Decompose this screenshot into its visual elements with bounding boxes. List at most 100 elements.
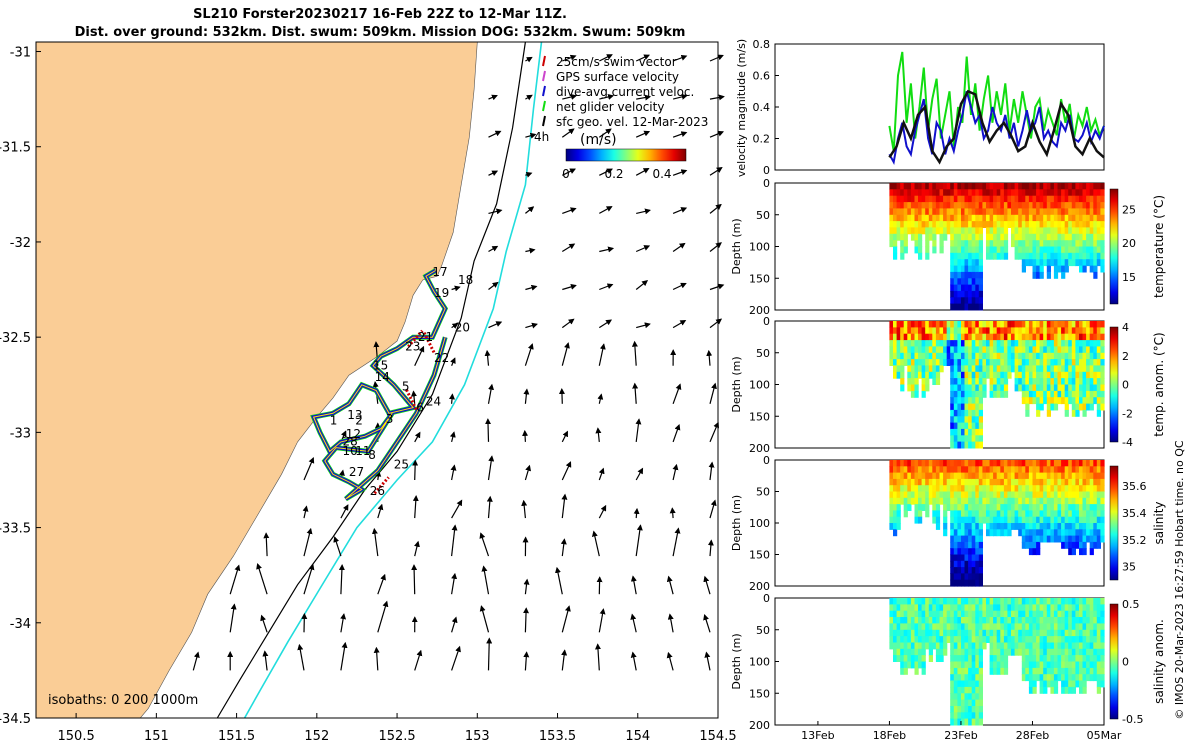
heatmap-cell	[975, 221, 980, 228]
heatmap-cell	[1053, 535, 1059, 543]
heatmap-cell	[968, 655, 973, 662]
heatmap-cell	[1089, 246, 1094, 254]
heatmap-cell	[993, 227, 998, 235]
heatmap-cell	[1043, 371, 1048, 379]
heatmap-cell	[1025, 259, 1030, 267]
heatmap-cell	[993, 390, 998, 398]
heatmap-cell	[975, 265, 980, 273]
heatmap-cell	[907, 598, 912, 605]
heatmap-cell	[968, 642, 973, 650]
heatmap-cell	[946, 629, 951, 637]
heatmap-cell	[943, 510, 948, 518]
heatmap-cell	[957, 441, 962, 449]
heatmap-cell	[935, 460, 941, 467]
heatmap-cell	[1046, 504, 1051, 511]
heatmap-cell	[1075, 623, 1080, 631]
heatmap-cell	[1053, 246, 1059, 254]
heatmap-cell	[996, 252, 1001, 260]
heatmap-cell	[986, 485, 991, 493]
heatmap-cell	[1014, 371, 1019, 379]
heatmap-cell	[1068, 674, 1073, 682]
heatmap-cell	[950, 195, 955, 203]
heatmap-cell	[1028, 642, 1034, 650]
heatmap-cell	[1100, 598, 1105, 605]
heatmap-cell	[971, 397, 976, 405]
heatmap-cell	[950, 497, 955, 505]
heatmap-cell	[1086, 598, 1091, 605]
heatmap-cell	[1100, 233, 1105, 241]
heatmap-cell	[1079, 535, 1084, 543]
velocity-arrow	[709, 242, 722, 252]
heatmap-cell	[1068, 510, 1073, 518]
heatmap-cell	[1036, 397, 1041, 405]
heatmap-cell	[1068, 352, 1073, 360]
heatmap-cell	[1032, 604, 1037, 612]
heatmap-cell	[928, 208, 933, 216]
heatmap-cell	[925, 195, 930, 203]
heatmap-cell	[914, 346, 919, 354]
heatmap-cell	[953, 390, 958, 398]
heatmap-cell	[957, 340, 962, 347]
heatmap-cell	[964, 529, 969, 537]
heatmap-cell	[1096, 686, 1101, 694]
heatmap-cell	[975, 271, 980, 279]
heatmap-cell	[964, 523, 969, 530]
heatmap-cell	[1061, 485, 1066, 493]
velocity-arrow	[561, 342, 570, 366]
heatmap-cell	[1028, 491, 1034, 499]
heatmap-cell	[910, 491, 916, 499]
heatmap-cell	[935, 642, 941, 650]
heatmap-cell	[968, 221, 973, 228]
heatmap-cell	[1096, 617, 1101, 624]
heatmap-cell	[921, 359, 926, 366]
heatmap-cell	[993, 183, 998, 190]
heatmap-cell	[910, 352, 916, 360]
heatmap-cell	[1018, 202, 1023, 209]
heatmap-cell	[968, 554, 973, 562]
heatmap-cell	[1007, 183, 1012, 190]
heatmap-cell	[1100, 189, 1105, 197]
heatmap-cell	[1096, 504, 1101, 511]
heatmap-cell	[1096, 397, 1101, 405]
heatmap-cell	[1021, 491, 1026, 499]
heatmap-cell	[1075, 183, 1080, 190]
heatmap-cell	[1057, 202, 1062, 209]
heatmap-cell	[1000, 472, 1005, 480]
heatmap-cell	[953, 516, 958, 524]
heatmap-cell	[1079, 548, 1084, 556]
heatmap-cell	[1011, 478, 1016, 486]
heatmap-cell	[1018, 227, 1023, 235]
heatmap-cell	[996, 365, 1001, 373]
heatmap-cell	[893, 333, 898, 341]
heatmap-cell	[957, 523, 962, 530]
heatmap-cell	[950, 648, 955, 656]
heatmap-cell	[964, 504, 969, 511]
heatmap-cell	[1086, 472, 1091, 480]
heatmap-cell	[1028, 333, 1034, 341]
heatmap-cell	[1050, 403, 1055, 411]
heatmap-cell	[903, 661, 908, 669]
heatmap-cell	[953, 661, 958, 669]
heatmap-cell	[1079, 246, 1084, 254]
heatmap-cell	[1025, 397, 1030, 405]
heatmap-cell	[1089, 183, 1094, 190]
velocity-arrow	[561, 649, 568, 671]
heatmap-cell	[1036, 259, 1041, 267]
heatmap-cell	[943, 636, 948, 643]
heatmap-cell	[1079, 365, 1084, 373]
velocity-arrow	[340, 641, 348, 671]
heatmap-cell	[900, 333, 905, 341]
heatmap-cell	[1053, 321, 1059, 328]
heatmap-cell	[986, 333, 991, 341]
heatmap-cell	[1075, 648, 1080, 656]
heatmap-cell	[900, 623, 905, 631]
heatmap-cell	[1086, 189, 1091, 197]
heatmap-cell	[953, 403, 958, 411]
heatmap-cell	[953, 636, 958, 643]
heatmap-cell	[993, 504, 998, 511]
heatmap-cell	[1075, 259, 1080, 267]
velocity-arrow	[599, 283, 614, 291]
heatmap-cell	[950, 189, 955, 197]
heatmap-cell	[889, 478, 894, 486]
